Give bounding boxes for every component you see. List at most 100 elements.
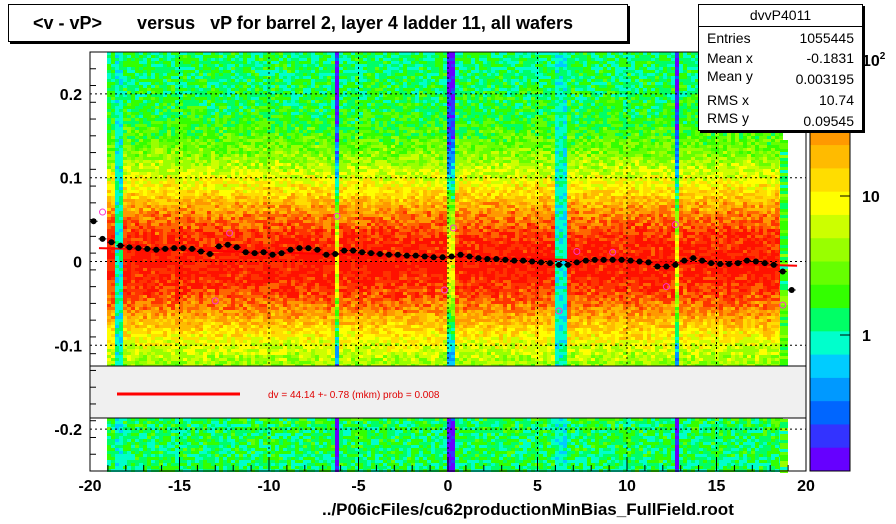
heatmap-cell [259, 91, 263, 94]
heatmap-cell [187, 319, 191, 322]
heatmap-cell [127, 91, 131, 94]
heatmap-cell [263, 187, 267, 190]
heatmap-cell [259, 73, 263, 76]
heatmap-cell [215, 88, 219, 91]
heatmap-cell [131, 226, 135, 229]
heatmap-cell [223, 433, 227, 436]
heatmap-cell [155, 277, 159, 280]
heatmap-cell [183, 136, 187, 139]
heatmap-cell [227, 439, 231, 442]
heatmap-cell [127, 241, 131, 244]
heatmap-cell [143, 55, 147, 58]
heatmap-cell [263, 331, 267, 334]
heatmap-cell [259, 217, 263, 220]
heatmap-cell [163, 439, 167, 442]
heatmap-cell [131, 292, 135, 295]
heatmap-cell [239, 355, 243, 358]
heatmap-cell [259, 436, 263, 439]
heatmap-cell [235, 202, 239, 205]
heatmap-cell [135, 289, 139, 292]
heatmap-cell [239, 142, 243, 145]
heatmap-cell [259, 82, 263, 85]
heatmap-cell [111, 199, 115, 202]
heatmap-cell [131, 430, 135, 433]
heatmap-cell [179, 343, 183, 346]
heatmap-cell [179, 235, 183, 238]
heatmap-cell [211, 337, 215, 340]
heatmap-cell [187, 442, 191, 445]
heatmap-cell [159, 436, 163, 439]
heatmap-cell [143, 64, 147, 67]
heatmap-cell [107, 298, 111, 301]
heatmap-cell [139, 82, 143, 85]
heatmap-cell [251, 436, 255, 439]
heatmap-cell [251, 130, 255, 133]
heatmap-cell [171, 349, 175, 352]
heatmap-cell [115, 226, 119, 229]
heatmap-cell [131, 229, 135, 232]
heatmap-cell [143, 184, 147, 187]
heatmap-cell [123, 208, 127, 211]
heatmap-cell [255, 331, 259, 334]
heatmap-cell [139, 427, 143, 430]
heatmap-cell [243, 262, 247, 265]
heatmap-cell [167, 88, 171, 91]
heatmap-cell [199, 358, 203, 361]
heatmap-cell [203, 178, 207, 181]
heatmap-cell [159, 238, 163, 241]
heatmap-cell [255, 109, 259, 112]
heatmap-cell [135, 454, 139, 457]
heatmap-cell [231, 451, 235, 454]
heatmap-cell [239, 193, 243, 196]
heatmap-cell [223, 346, 227, 349]
heatmap-cell [175, 70, 179, 73]
heatmap-cell [143, 169, 147, 172]
heatmap-cell [143, 337, 147, 340]
heatmap-cell [175, 205, 179, 208]
heatmap-cell [199, 160, 203, 163]
heatmap-cell [175, 313, 179, 316]
heatmap-cell [171, 223, 175, 226]
heatmap-cell [183, 313, 187, 316]
heatmap-cell [107, 421, 111, 424]
heatmap-cell [159, 268, 163, 271]
heatmap-cell [135, 439, 139, 442]
heatmap-cell [187, 265, 191, 268]
heatmap-cell [195, 166, 199, 169]
heatmap-cell [171, 283, 175, 286]
heatmap-cell [219, 256, 223, 259]
heatmap-cell [211, 418, 215, 421]
heatmap-cell [107, 433, 111, 436]
heatmap-cell [175, 310, 179, 313]
heatmap-cell [111, 232, 115, 235]
heatmap-cell [163, 97, 167, 100]
heatmap-cell [195, 256, 199, 259]
heatmap-cell [115, 418, 119, 421]
heatmap-cell [115, 457, 119, 460]
heatmap-cell [175, 91, 179, 94]
heatmap-cell [203, 301, 207, 304]
heatmap-cell [139, 61, 143, 64]
heatmap-cell [119, 451, 123, 454]
heatmap-cell [151, 181, 155, 184]
heatmap-cell [115, 241, 119, 244]
heatmap-cell [235, 217, 239, 220]
heatmap-cell [135, 166, 139, 169]
heatmap-cell [243, 313, 247, 316]
heatmap-cell [243, 352, 247, 355]
heatmap-cell [203, 286, 207, 289]
heatmap-cell [123, 79, 127, 82]
heatmap-cell [219, 211, 223, 214]
heatmap-cell [247, 223, 251, 226]
heatmap-cell [119, 226, 123, 229]
heatmap-cell [107, 190, 111, 193]
heatmap-cell [263, 262, 267, 265]
heatmap-cell [259, 307, 263, 310]
heatmap-cell [195, 154, 199, 157]
heatmap-cell [251, 286, 255, 289]
heatmap-cell [107, 343, 111, 346]
heatmap-cell [127, 436, 131, 439]
heatmap-cell [223, 322, 227, 325]
heatmap-cell [195, 352, 199, 355]
heatmap-cell [215, 349, 219, 352]
